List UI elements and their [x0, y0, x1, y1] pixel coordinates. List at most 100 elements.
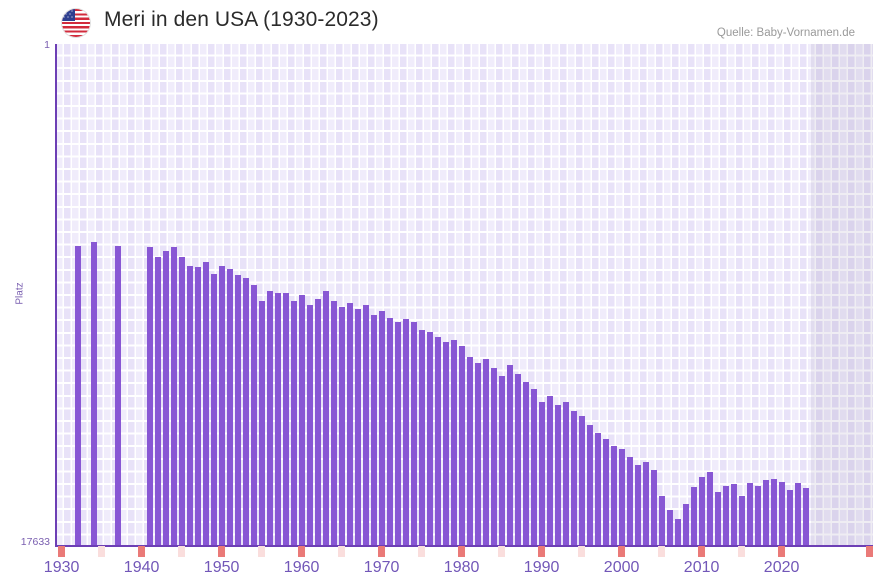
bar — [626, 457, 633, 545]
bar — [714, 491, 721, 545]
x-axis-major-tick — [618, 546, 626, 557]
bar — [522, 382, 529, 545]
x-axis-major-tick — [378, 546, 386, 557]
x-axis-major-tick — [58, 546, 66, 557]
bar — [514, 373, 521, 545]
x-axis-tick-label: 1940 — [123, 559, 160, 576]
bar — [634, 464, 641, 545]
bar — [234, 274, 241, 545]
bar — [802, 487, 809, 545]
bar — [450, 340, 457, 545]
x-axis-minor-tick — [738, 546, 746, 557]
bar — [434, 336, 441, 545]
x-axis-major-tick — [698, 546, 706, 557]
bar-series — [56, 44, 873, 545]
x-axis-minor-tick — [658, 546, 666, 557]
y-axis-label: Platz — [14, 282, 26, 305]
bar — [290, 300, 297, 545]
bar — [162, 251, 169, 545]
bar — [530, 389, 537, 545]
bar — [562, 402, 569, 545]
x-axis-major-tick — [298, 546, 306, 557]
bar — [666, 509, 673, 545]
bar — [114, 245, 121, 545]
bar — [506, 365, 513, 545]
x-axis-tick-label: 1950 — [203, 559, 240, 576]
x-axis-tick-label: 2020 — [763, 559, 800, 576]
bar — [146, 247, 153, 545]
bar — [794, 482, 801, 545]
plot-area — [56, 44, 873, 545]
bar — [610, 446, 617, 545]
bar — [394, 321, 401, 545]
flag-canton — [62, 9, 75, 21]
bar — [386, 317, 393, 545]
bar — [338, 306, 345, 545]
x-axis-major-tick — [866, 546, 873, 557]
bar — [586, 424, 593, 545]
x-axis-tick-label: 1990 — [523, 559, 560, 576]
no-data-shaded-region — [810, 44, 873, 545]
bar — [538, 402, 545, 545]
x-axis-major-tick — [458, 546, 466, 557]
bar — [298, 294, 305, 545]
bar — [170, 247, 177, 545]
page-title: Meri in den USA (1930-2023) — [104, 8, 379, 31]
bar — [650, 470, 657, 545]
bar — [402, 319, 409, 545]
bar — [546, 395, 553, 545]
bar — [266, 291, 273, 545]
bar — [458, 345, 465, 545]
bar — [578, 416, 585, 545]
bar — [258, 300, 265, 545]
bar — [770, 478, 777, 545]
x-axis-major-tick — [218, 546, 226, 557]
bar — [490, 367, 497, 545]
bar — [418, 330, 425, 545]
bar — [370, 315, 377, 545]
bar — [194, 266, 201, 545]
bar — [730, 484, 737, 545]
bar — [754, 485, 761, 545]
source-label: Quelle: Baby-Vornamen.de — [716, 27, 855, 39]
x-axis-tick-label: 1930 — [43, 559, 80, 576]
bar — [658, 495, 665, 545]
x-axis-tick-label: 1960 — [283, 559, 320, 576]
bar — [554, 404, 561, 545]
bar — [186, 265, 193, 545]
x-axis-minor-tick — [178, 546, 186, 557]
bar — [282, 293, 289, 545]
bar — [442, 341, 449, 545]
bar — [762, 480, 769, 545]
bar — [474, 362, 481, 545]
bar — [674, 518, 681, 545]
bar — [482, 359, 489, 545]
bar — [594, 433, 601, 545]
bar — [330, 300, 337, 545]
bar — [306, 304, 313, 545]
bar — [250, 284, 257, 545]
x-axis-tick-label: 2000 — [603, 559, 640, 576]
bar — [314, 298, 321, 545]
bar — [274, 293, 281, 545]
x-axis-major-tick — [538, 546, 546, 557]
bar — [618, 448, 625, 545]
bar — [410, 322, 417, 545]
y-axis-tick-bottom: 17633 — [20, 536, 50, 548]
x-axis-line — [55, 545, 873, 547]
bar — [778, 481, 785, 545]
bar — [90, 242, 97, 545]
bar — [698, 477, 705, 545]
bar — [210, 274, 217, 545]
bar — [706, 471, 713, 545]
bar — [226, 269, 233, 545]
bar — [498, 375, 505, 545]
bar — [746, 482, 753, 545]
bar — [154, 256, 161, 545]
x-axis-minor-tick — [578, 546, 586, 557]
y-axis-tick-top: 1 — [44, 39, 50, 51]
bar — [362, 305, 369, 545]
bar — [74, 245, 81, 545]
x-axis-major-tick — [138, 546, 146, 557]
